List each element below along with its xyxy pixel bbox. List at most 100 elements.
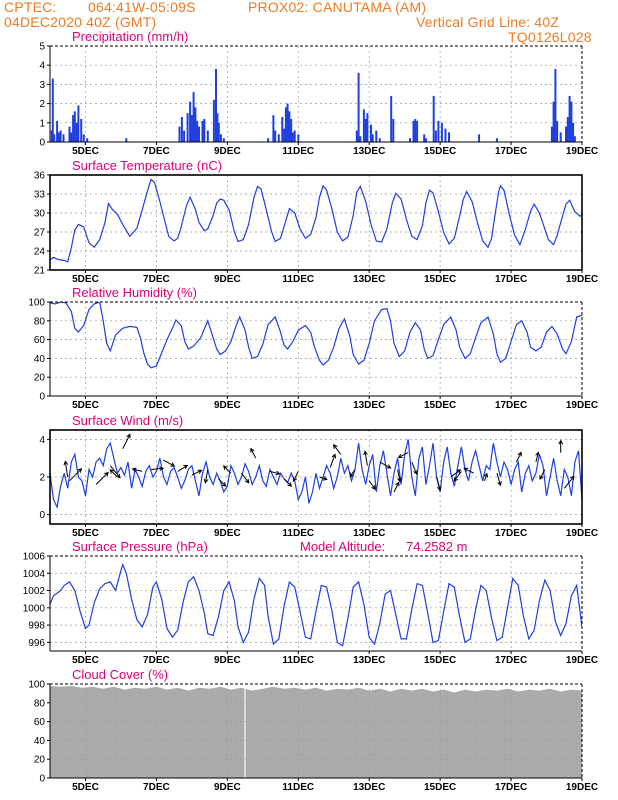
wind-title: Surface Wind (m/s) — [72, 413, 183, 428]
wind-vector-arrow — [379, 461, 392, 469]
y-tick-label: 20 — [34, 755, 46, 766]
precip-bar — [59, 130, 62, 142]
precip-bar — [77, 105, 80, 142]
y-tick-label: 998 — [28, 621, 45, 632]
x-tick-label: 17DEC — [495, 146, 527, 157]
precip-bar — [219, 134, 222, 142]
header-grid-note: Vertical Grid Line: 40Z — [416, 14, 560, 30]
wind-vector-arrow — [397, 469, 402, 483]
precip-bar — [412, 120, 415, 142]
wind-vector-arrow — [515, 451, 522, 463]
wind-vector-arrow — [453, 471, 462, 482]
x-tick-label: 19DEC — [566, 528, 598, 539]
precip-bar — [189, 101, 192, 142]
wind-grid — [50, 430, 582, 524]
x-tick-label: 19DEC — [566, 274, 598, 285]
y-tick-label: 21 — [34, 266, 46, 277]
precip-bar — [190, 115, 193, 142]
y-tick-label: 1006 — [23, 552, 46, 563]
y-tick-label: 80 — [34, 698, 46, 709]
precip-bar — [72, 115, 75, 142]
chart-cloud: 0 20 40 60 80 100 5DEC 7DEC 9DEC 11DEC 13DEC 15DEC 1… — [28, 667, 598, 793]
precip-bar — [216, 113, 219, 142]
precip-bar — [284, 107, 287, 142]
x-tick-label: 19DEC — [566, 400, 598, 411]
x-tick-label: 5DEC — [72, 274, 99, 285]
precip-bar — [53, 134, 56, 142]
wind-vector-arrow — [283, 478, 293, 487]
header-date: 04DEC2020 40Z (GMT) — [4, 14, 157, 30]
precip-bar — [215, 69, 217, 142]
precip-bar — [390, 95, 393, 142]
cloud-area — [50, 685, 582, 778]
pressure-grid — [50, 556, 582, 651]
y-tick-label: 27 — [34, 228, 46, 239]
precip-bar — [73, 111, 76, 142]
precip-bar — [423, 134, 426, 142]
precip-bar — [554, 69, 557, 142]
x-tick-label: 7DEC — [143, 782, 170, 793]
precip-bar — [424, 138, 427, 142]
x-tick-label: 9DEC — [214, 400, 241, 411]
y-tick-label: 36 — [34, 171, 46, 182]
precip-bar — [448, 132, 450, 142]
chart-precip: 0 1 2 3 4 5 5DEC 7DEC 9DEC 11DEC 13DEC 15DEC 17DEC 19… — [39, 29, 598, 157]
x-tick-label: 17DEC — [495, 655, 527, 666]
x-tick-label: 11DEC — [282, 528, 314, 539]
wind-vector-arrow — [368, 480, 376, 491]
y-tick-label: 1 — [39, 118, 45, 129]
pressure-title: Surface Pressure (hPa) — [72, 539, 208, 554]
wind-vector-arrow — [218, 478, 227, 487]
x-tick-label: 5DEC — [72, 146, 99, 157]
x-tick-label: 17DEC — [495, 782, 527, 793]
x-tick-label: 5DEC — [72, 782, 99, 793]
y-tick-label: 80 — [34, 316, 46, 327]
precip-bar — [212, 99, 215, 142]
temp-title: Surface Temperature (nC) — [72, 158, 222, 173]
model-altitude-label: Model Altitude: — [300, 539, 385, 554]
precip-ticks: 0 1 2 3 4 5 5DEC 7DEC 9DEC 11DEC 13DEC 15DEC 17DEC 19… — [39, 42, 598, 158]
chart-pressure: 996 998 1000 1002 1004 1006 5DEC 7DEC 9DEC 11DEC 1… — [23, 539, 598, 666]
precip-bar — [572, 122, 575, 142]
precip-bar — [286, 103, 289, 142]
precip-bar — [206, 130, 209, 142]
precip-bar — [222, 138, 225, 142]
x-tick-label: 7DEC — [143, 528, 170, 539]
x-tick-label: 5DEC — [72, 400, 99, 411]
humidity-ticks: 0 20 40 60 80 100 5DEC 7DEC 9DEC 11DEC 13DEC 15DEC 1… — [28, 298, 598, 412]
precip-bar — [283, 128, 286, 142]
temp-series-line — [50, 178, 582, 263]
y-tick-label: 4 — [39, 61, 45, 72]
precip-grid — [50, 46, 582, 142]
precip-bar — [495, 138, 498, 142]
x-tick-label: 15DEC — [424, 528, 456, 539]
x-tick-label: 15DEC — [424, 146, 456, 157]
precip-bar — [194, 107, 197, 142]
wind-vector-arrow — [496, 473, 502, 487]
x-tick-label: 13DEC — [353, 782, 385, 793]
precip-bar — [370, 124, 372, 142]
x-tick-label: 7DEC — [143, 655, 170, 666]
y-tick-label: 60 — [34, 335, 46, 346]
y-tick-label: 30 — [34, 209, 46, 220]
x-tick-label: 11DEC — [282, 274, 314, 285]
x-tick-label: 17DEC — [495, 400, 527, 411]
y-tick-label: 0 — [39, 510, 45, 521]
x-tick-label: 7DEC — [143, 146, 170, 157]
x-tick-label: 13DEC — [353, 400, 385, 411]
precip-bar — [86, 138, 89, 142]
precip-bar — [288, 111, 291, 142]
precip-bar — [183, 130, 186, 142]
wind-vector-arrow — [558, 439, 564, 453]
wind-vector-arrow — [131, 467, 143, 473]
wind-vector-arrow — [436, 476, 442, 492]
wind-vector-arrow — [329, 453, 337, 468]
precip-bar — [416, 120, 419, 142]
temp-grid — [50, 175, 582, 270]
temp-ticks: 21 24 27 30 33 36 5DEC 7DEC 9DEC 11DEC 13DEC 15DEC 1… — [34, 171, 598, 286]
precip-bar — [192, 92, 195, 142]
precip-bar — [277, 134, 280, 142]
x-tick-label: 9DEC — [214, 274, 241, 285]
y-tick-label: 3 — [39, 80, 45, 91]
